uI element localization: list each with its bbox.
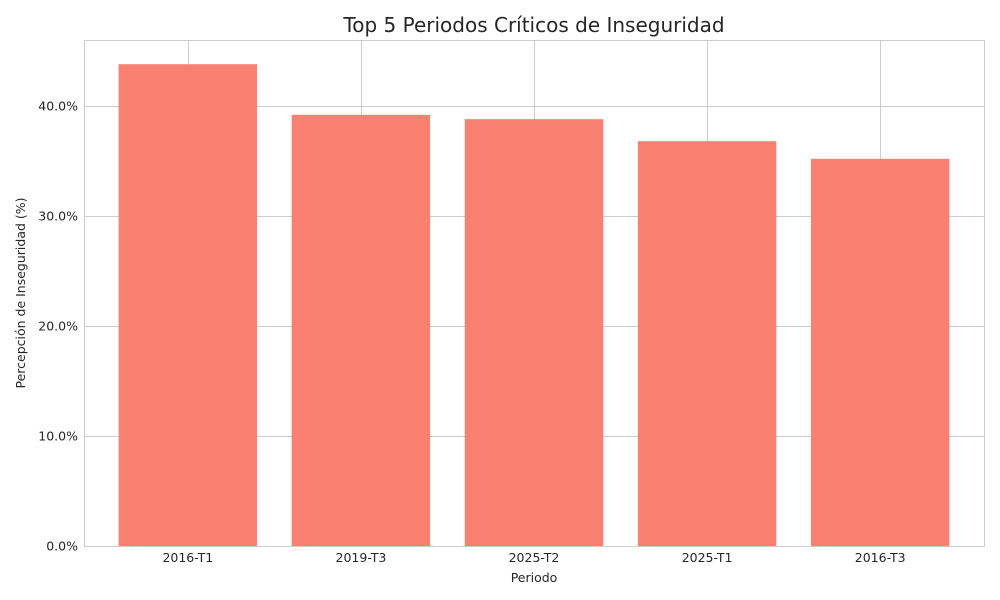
x-tick-label: 2025-T2 <box>509 550 560 565</box>
bar-2019-T3 <box>291 114 431 547</box>
x-axis-label: Periodo <box>511 570 558 585</box>
x-tick-label: 2016-T3 <box>855 550 906 565</box>
y-axis-ticks: 0.0% 10.0% 20.0% 30.0% 40.0% <box>38 99 78 554</box>
bar-2016-T1 <box>118 64 258 546</box>
x-tick-label: 2019-T3 <box>336 550 387 565</box>
y-tick-label: 40.0% <box>38 99 78 114</box>
bar-2025-T1 <box>637 141 777 546</box>
bar-2025-T2 <box>464 119 604 546</box>
bar-2016-T3 <box>810 158 950 547</box>
chart-title: Top 5 Periodos Críticos de Inseguridad <box>342 13 724 37</box>
x-tick-label: 2016-T1 <box>162 550 213 565</box>
y-tick-label: 30.0% <box>38 209 78 224</box>
x-tick-label: 2025-T1 <box>682 550 733 565</box>
y-tick-label: 10.0% <box>38 429 78 444</box>
plot-frame <box>84 40 985 547</box>
x-axis-ticks: 2016-T1 2019-T3 2025-T2 2025-T1 2016-T3 <box>162 550 905 565</box>
y-tick-label: 20.0% <box>38 319 78 334</box>
bars <box>118 64 950 547</box>
y-tick-label: 0.0% <box>46 539 78 554</box>
y-axis-label: Percepción de Inseguridad (%) <box>13 197 28 388</box>
